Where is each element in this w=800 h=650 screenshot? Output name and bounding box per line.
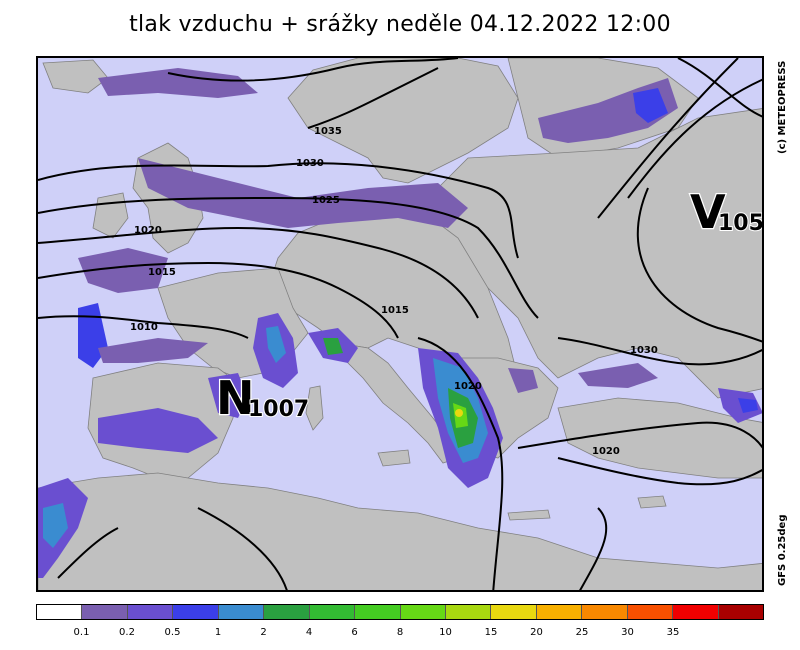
- legend-swatch: [672, 605, 718, 619]
- isobar-label: 1015: [148, 267, 176, 278]
- copyright-label: (c) METEOPRESS: [777, 60, 788, 154]
- isobar-label: 1030: [630, 345, 658, 356]
- legend-label: 20: [530, 627, 543, 638]
- legend-swatch: [217, 605, 264, 619]
- isobar-lines: [38, 58, 762, 590]
- high-pressure-center: V 1050: [689, 184, 764, 241]
- legend-label: 0.1: [73, 627, 90, 638]
- legend-swatch: [354, 605, 400, 619]
- legend-swatch: [626, 605, 673, 619]
- isobar-label: 1020: [134, 225, 162, 236]
- legend-swatch: [490, 605, 536, 619]
- legend-swatch: [581, 605, 627, 619]
- isobar-label: 1020: [592, 446, 620, 457]
- legend-swatch: [717, 605, 763, 619]
- legend-label: 0.5: [164, 627, 181, 638]
- legend-label: 30: [621, 627, 634, 638]
- legend-label: 25: [575, 627, 589, 638]
- isobar-labels: 1035 1030 1025 1020 1015 1010 1015 1020 …: [130, 126, 658, 457]
- map-title: tlak vzduchu + srážky neděle 04.12.2022 …: [129, 12, 671, 37]
- legend-swatch: [444, 605, 491, 619]
- model-label: GFS 0.25deg: [777, 514, 788, 587]
- legend-label: 0.2: [119, 627, 135, 638]
- low-pressure-center: N 1007: [215, 370, 310, 427]
- legend-label: 2: [260, 627, 267, 638]
- high-pressure-value: 1050: [718, 211, 764, 236]
- legend-swatch: [37, 605, 82, 619]
- legend-label: 6: [351, 627, 358, 638]
- isobar-label: 1015: [381, 305, 409, 316]
- legend-swatch: [172, 605, 218, 619]
- high-pressure-letter: V: [690, 185, 726, 239]
- low-pressure-letter: N: [216, 371, 255, 425]
- isobar-label: 1010: [130, 322, 158, 333]
- legend-label: 8: [396, 627, 404, 638]
- legend-swatch: [81, 605, 127, 619]
- legend-labels: 0.1 0.2 0.5 1 2 4 6 8 10 15 20 25 30 35: [36, 627, 764, 641]
- precipitation-layer: [38, 68, 762, 578]
- isobar-label: 1020: [454, 381, 482, 392]
- legend-label: 4: [305, 627, 313, 638]
- legend-label: 15: [484, 627, 498, 638]
- legend-swatch: [399, 605, 445, 619]
- low-pressure-value: 1007: [248, 397, 309, 422]
- legend-swatch: [535, 605, 582, 619]
- legend-label: 1: [214, 627, 222, 638]
- isobar-label: 1025: [312, 195, 340, 206]
- legend-label: 10: [439, 627, 452, 638]
- legend-swatch: [308, 605, 355, 619]
- legend-swatch: [126, 605, 173, 619]
- legend-label: 35: [666, 627, 680, 638]
- isobar-label: 1030: [296, 158, 324, 169]
- weather-map: 1035 1030 1025 1020 1015 1010 1015 1020 …: [36, 56, 764, 592]
- precipitation-legend: [36, 604, 764, 620]
- legend-swatch: [263, 605, 309, 619]
- map-canvas: 1035 1030 1025 1020 1015 1010 1015 1020 …: [38, 58, 764, 590]
- isobar-label: 1035: [314, 126, 342, 137]
